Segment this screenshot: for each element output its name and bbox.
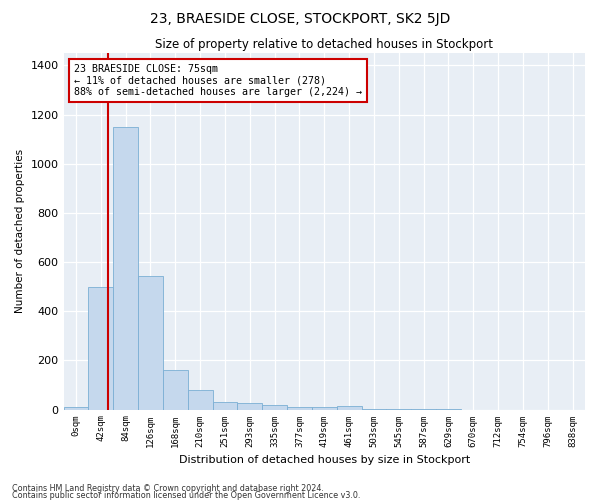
Bar — [312, 407, 337, 410]
Text: Contains public sector information licensed under the Open Government Licence v3: Contains public sector information licen… — [12, 490, 361, 500]
Y-axis label: Number of detached properties: Number of detached properties — [15, 149, 25, 314]
Bar — [113, 127, 138, 410]
Text: 23, BRAESIDE CLOSE, STOCKPORT, SK2 5JD: 23, BRAESIDE CLOSE, STOCKPORT, SK2 5JD — [150, 12, 450, 26]
Bar — [262, 404, 287, 409]
Text: Contains HM Land Registry data © Crown copyright and database right 2024.: Contains HM Land Registry data © Crown c… — [12, 484, 324, 493]
Bar — [64, 407, 88, 410]
X-axis label: Distribution of detached houses by size in Stockport: Distribution of detached houses by size … — [179, 455, 470, 465]
Bar — [163, 370, 188, 410]
Bar — [188, 390, 212, 409]
Bar — [287, 407, 312, 410]
Title: Size of property relative to detached houses in Stockport: Size of property relative to detached ho… — [155, 38, 493, 51]
Bar — [88, 286, 113, 410]
Bar — [362, 409, 386, 410]
Bar — [212, 402, 238, 409]
Bar — [138, 276, 163, 409]
Text: 23 BRAESIDE CLOSE: 75sqm
← 11% of detached houses are smaller (278)
88% of semi-: 23 BRAESIDE CLOSE: 75sqm ← 11% of detach… — [74, 64, 362, 97]
Bar — [337, 406, 362, 409]
Bar — [238, 402, 262, 409]
